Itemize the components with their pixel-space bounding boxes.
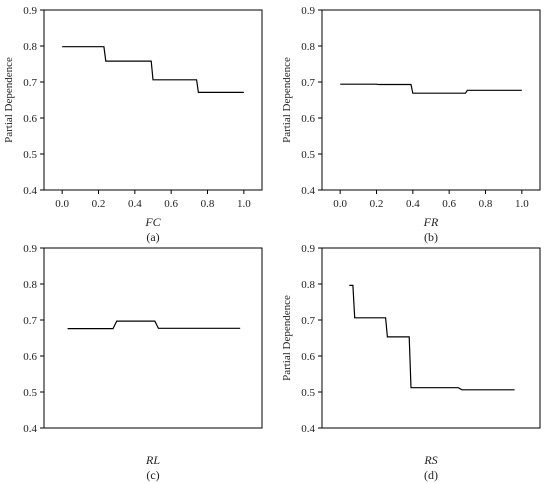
y-tick-label: 0.6 (23, 351, 37, 363)
x-tick-label: 0.8 (201, 198, 215, 210)
y-tick-label: 0.4 (301, 185, 315, 197)
y-tick-label: 0.4 (301, 423, 315, 435)
y-tick-label: 0.6 (301, 351, 315, 363)
x-axis-title: FR (423, 215, 439, 229)
x-tick-label: 0.8 (479, 198, 493, 210)
x-tick-label: 0.4 (128, 198, 142, 210)
x-axis-title: RL (145, 453, 160, 467)
y-tick-label: 0.9 (23, 243, 37, 255)
y-tick-label: 0.8 (23, 41, 37, 53)
y-tick-label: 0.5 (301, 387, 315, 399)
y-tick-label: 0.7 (23, 77, 37, 89)
x-tick-label: 1.0 (237, 198, 251, 210)
y-axis-title: Partial Dependence (281, 57, 293, 143)
chart-panel-4: 0.4 0.5 0.6 0.7 0.8 0.9 Partial Dependence RS(d… (281, 243, 541, 482)
x-tick-label: 1.0 (515, 198, 529, 210)
plot-frame (43, 9, 263, 191)
x-axis-title: FC (144, 215, 161, 229)
x-tick-label: 0.2 (370, 198, 384, 210)
panel-label: (c) (146, 468, 159, 482)
chart-panel-2: 0.4 0.5 0.6 0.7 0.8 0.9 0.0 0.2 0.4 0.6 0.8 1.0 Part… (281, 5, 541, 244)
y-tick-label: 0.6 (301, 113, 315, 125)
x-tick-label: 0.6 (164, 198, 178, 210)
y-tick-label: 0.5 (23, 149, 37, 161)
partial-dependence-line (67, 320, 241, 330)
partial-dependence-line (340, 83, 522, 94)
partial-dependence-line (349, 284, 515, 391)
y-tick-label: 0.8 (301, 41, 315, 53)
x-tick-label: 0.6 (442, 198, 456, 210)
y-tick-label: 0.7 (301, 77, 315, 89)
chart-panel-3: 0.4 0.5 0.6 0.7 0.8 0.9 RL(c) (23, 243, 263, 482)
y-tick-label: 0.4 (23, 423, 37, 435)
y-tick-label: 0.8 (23, 279, 37, 291)
partial-dependence-line (62, 46, 244, 94)
x-tick-label: 0.4 (406, 198, 420, 210)
y-tick-label: 0.6 (23, 113, 37, 125)
x-tick-label: 0.2 (92, 198, 106, 210)
y-tick-label: 0.9 (301, 5, 315, 17)
y-tick-label: 0.4 (23, 185, 37, 197)
panel-label: (b) (424, 230, 438, 244)
y-tick-label: 0.7 (301, 315, 315, 327)
plot-frame (43, 247, 263, 429)
plot-frame (321, 9, 541, 191)
y-tick-label: 0.5 (301, 149, 315, 161)
y-tick-label: 0.9 (23, 5, 37, 17)
x-tick-label: 0.0 (333, 198, 347, 210)
y-axis-title: Partial Dependence (3, 57, 15, 143)
y-tick-label: 0.9 (301, 243, 315, 255)
y-tick-label: 0.5 (23, 387, 37, 399)
plot-frame (321, 247, 541, 429)
x-tick-label: 0.0 (55, 198, 69, 210)
y-tick-label: 0.7 (23, 315, 37, 327)
y-axis-title: Partial Dependence (281, 295, 293, 381)
x-axis-title: RS (423, 453, 437, 467)
panel-label: (d) (424, 468, 438, 482)
panel-label: (a) (146, 230, 159, 244)
y-tick-label: 0.8 (301, 279, 315, 291)
chart-panel-1: 0.4 0.5 0.6 0.7 0.8 0.9 0.0 0.2 0.4 0.6 0.8 1.0 Part… (3, 5, 263, 244)
